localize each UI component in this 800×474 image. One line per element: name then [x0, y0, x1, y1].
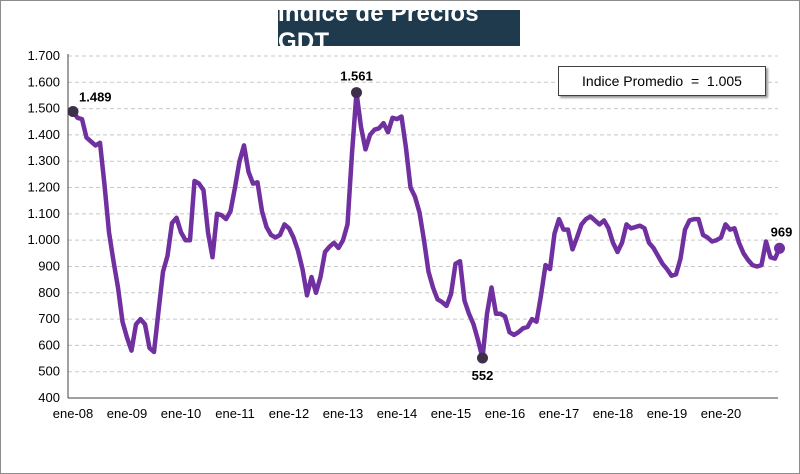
gdt-index-line	[70, 90, 782, 361]
y-axis-ticks: 400 500 600 700 800 900 1.000 1.100 1.200 1.300 1.…	[27, 48, 60, 405]
y-tick-label: 500	[38, 364, 60, 379]
x-tick-label: ene-16	[485, 406, 525, 421]
y-tick-label: 1.000	[27, 232, 60, 247]
average-index-box: Indice Promedio = 1.005	[558, 66, 766, 96]
y-tick-label: 700	[38, 311, 60, 326]
chart-title: Indice de Precios GDT	[278, 0, 479, 55]
y-tick-label: 1.100	[27, 206, 60, 221]
x-tick-label: ene-20	[701, 406, 741, 421]
x-tick-label: ene-19	[647, 406, 687, 421]
annotation-label: 969	[771, 224, 793, 239]
annotation-markers: 1.489 1.561 552 969	[67, 69, 793, 383]
x-tick-label: ene-08	[53, 406, 93, 421]
y-tick-label: 600	[38, 337, 60, 352]
y-tick-label: 1.600	[27, 74, 60, 89]
y-tick-label: 800	[38, 285, 60, 300]
y-tick-label: 400	[38, 390, 60, 405]
annotation-label: 1.489	[79, 90, 112, 105]
gridlines	[68, 55, 778, 373]
annotation-marker	[67, 106, 79, 118]
annotation-label: 1.561	[340, 69, 373, 84]
x-tick-label: ene-14	[377, 406, 417, 421]
x-tick-label: ene-13	[323, 406, 363, 421]
x-tick-label: ene-18	[593, 406, 633, 421]
x-tick-label: ene-17	[539, 406, 579, 421]
annotation-marker	[477, 352, 488, 364]
x-tick-label: ene-09	[107, 406, 147, 421]
y-tick-label: 1.700	[27, 48, 60, 63]
y-tick-label: 1.500	[27, 101, 60, 116]
x-tick-label: ene-12	[269, 406, 309, 421]
y-tick-label: 1.400	[27, 127, 60, 142]
annotation-marker	[774, 242, 785, 254]
x-tick-label: ene-15	[431, 406, 471, 421]
y-tick-label: 1.300	[27, 153, 60, 168]
x-tick-label: ene-11	[215, 406, 255, 421]
series-layer	[70, 90, 782, 361]
annotation-marker	[351, 87, 362, 99]
y-tick-label: 900	[38, 258, 60, 273]
x-axis-ticks: ene-08 ene-09 ene-10 ene-11 ene-12 ene-13 ene-…	[53, 406, 741, 421]
annotation-label: 552	[472, 368, 494, 383]
y-tick-label: 1.200	[27, 180, 60, 195]
chart-title-box: Indice de Precios GDT	[278, 0, 520, 55]
x-tick-label: ene-10	[161, 406, 201, 421]
